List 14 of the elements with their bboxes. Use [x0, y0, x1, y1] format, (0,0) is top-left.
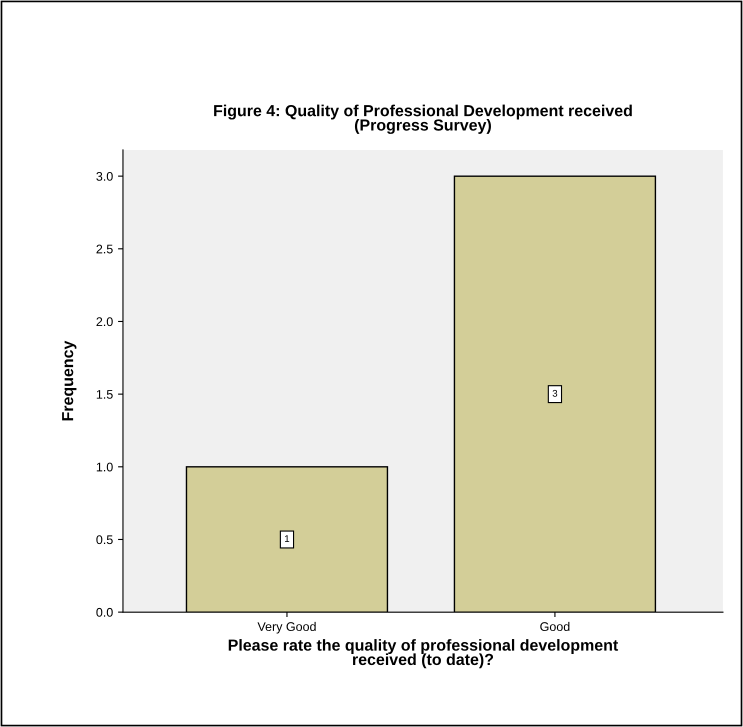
x-tick-label: Good: [540, 622, 570, 632]
y-tick-label: 2.0: [96, 317, 113, 326]
data-label: 3: [552, 390, 558, 397]
y-tick-label: 1.5: [96, 390, 113, 399]
y-tick-label: 1.0: [96, 462, 113, 472]
x-axis-title: Please rate the quality of professional development received (to date)?: [228, 639, 618, 668]
y-tick-label: 0.5: [96, 535, 113, 544]
y-tick-label: 3.0: [96, 172, 113, 181]
x-tick-label: Very Good: [257, 622, 316, 634]
y-tick-label: 0.0: [96, 608, 113, 617]
y-tick-label: 2.5: [96, 244, 113, 254]
chart-title: Figure 4: Quality of Professional Development received (Progress Survey): [214, 104, 632, 134]
y-axis-title: Frequency: [62, 340, 76, 420]
data-label: 1: [285, 535, 290, 542]
